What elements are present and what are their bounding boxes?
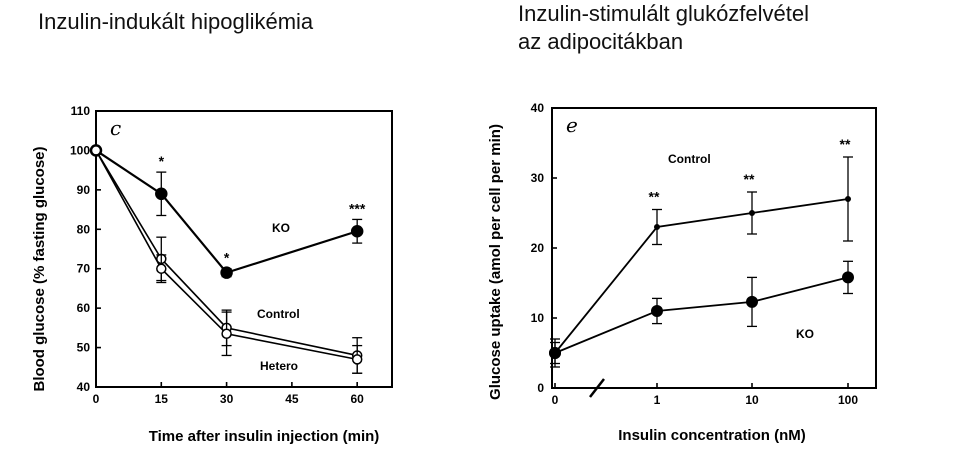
series-line-ko <box>554 276 849 354</box>
y-tick-label: 90 <box>77 183 91 197</box>
data-point-control <box>845 196 851 202</box>
significance-marker: ** <box>744 171 755 187</box>
y-tick-label: 40 <box>531 101 545 115</box>
y-tick-label: 10 <box>531 311 545 325</box>
hypoglycemia-chart: 40 50 60 70 80 90 100 110 0 15 30 45 60 Time after in… <box>31 104 393 445</box>
significance-marker: ** <box>649 189 660 205</box>
right-caption-line-1: Inzulin-stimulált glukózfelvétel <box>518 1 810 26</box>
series-label-ko: KO <box>272 221 290 235</box>
y-tick-label: 40 <box>77 380 91 394</box>
data-point-ko <box>155 187 168 201</box>
panel-label: c <box>110 116 121 140</box>
series-line-hetero <box>95 150 358 361</box>
series-line-control <box>554 198 849 354</box>
plot-frame <box>95 110 393 388</box>
glucose-uptake-chart: 0 10 20 30 40 0 1 10 100 Insulin concentration (n… <box>487 101 877 444</box>
axis-break-mark <box>589 378 605 398</box>
x-tick-label: 15 <box>155 392 169 406</box>
data-point-control <box>654 224 660 230</box>
significance-marker: * <box>224 250 230 266</box>
x-tick-label: 100 <box>838 393 858 407</box>
panel-label: e <box>566 113 578 137</box>
y-tick-label: 70 <box>77 262 91 276</box>
y-axis-label: Blood glucose (% fasting glucose) <box>31 146 48 391</box>
x-tick-label: 60 <box>350 392 364 406</box>
x-tick-label: 10 <box>745 393 759 407</box>
y-tick-label: 50 <box>77 341 91 355</box>
data-point-hetero <box>90 145 102 156</box>
series-label-control: Control <box>668 152 711 166</box>
y-tick-label: 20 <box>531 241 545 255</box>
data-point-ko <box>842 271 854 284</box>
data-point-ko <box>549 347 561 359</box>
data-point-ko <box>350 225 364 238</box>
y-tick-label: 80 <box>77 222 91 236</box>
y-tick-label: 60 <box>77 301 91 315</box>
y-tick-label: 30 <box>531 171 545 185</box>
data-point-control <box>749 210 755 216</box>
x-axis-label: Insulin concentration (nM) <box>618 427 806 444</box>
y-axis-label: Glucose uptake (amol per cell per min) <box>487 124 504 400</box>
y-tick-label: 0 <box>537 381 544 395</box>
x-tick-label: 45 <box>285 392 299 406</box>
significance-marker: * <box>159 153 165 169</box>
left-caption-text: Inzulin-indukált hipoglikémia <box>38 9 314 34</box>
x-tick-label: 30 <box>220 392 234 406</box>
series-line-ko <box>95 149 358 274</box>
left-caption: Inzulin-indukált hipoglikémia <box>38 8 313 36</box>
y-tick-label: 110 <box>71 104 91 118</box>
right-caption: Inzulin-stimulált glukózfelvétel az adip… <box>518 0 938 56</box>
data-point-ko <box>746 295 758 308</box>
significance-marker: ** <box>840 136 851 152</box>
data-point-hetero <box>156 263 167 274</box>
data-point-hetero <box>221 328 232 340</box>
series-label-hetero: Hetero <box>260 359 298 373</box>
series-label-control: Control <box>257 307 300 321</box>
x-tick-label: 1 <box>654 393 661 407</box>
x-tick-label: 0 <box>93 392 100 406</box>
x-axis-label: Time after insulin injection (min) <box>149 428 380 445</box>
y-tick-label: 100 <box>70 143 90 157</box>
data-point-ko <box>220 266 233 279</box>
plot-frame <box>551 107 877 389</box>
significance-marker: *** <box>349 200 366 216</box>
data-point-ko <box>651 305 663 317</box>
series-label-ko: KO <box>796 327 814 341</box>
right-caption-line-2: az adipocitákban <box>518 29 684 54</box>
x-tick-label: 0 <box>552 393 559 407</box>
series-line-control <box>95 150 358 357</box>
data-point-hetero <box>351 354 363 365</box>
